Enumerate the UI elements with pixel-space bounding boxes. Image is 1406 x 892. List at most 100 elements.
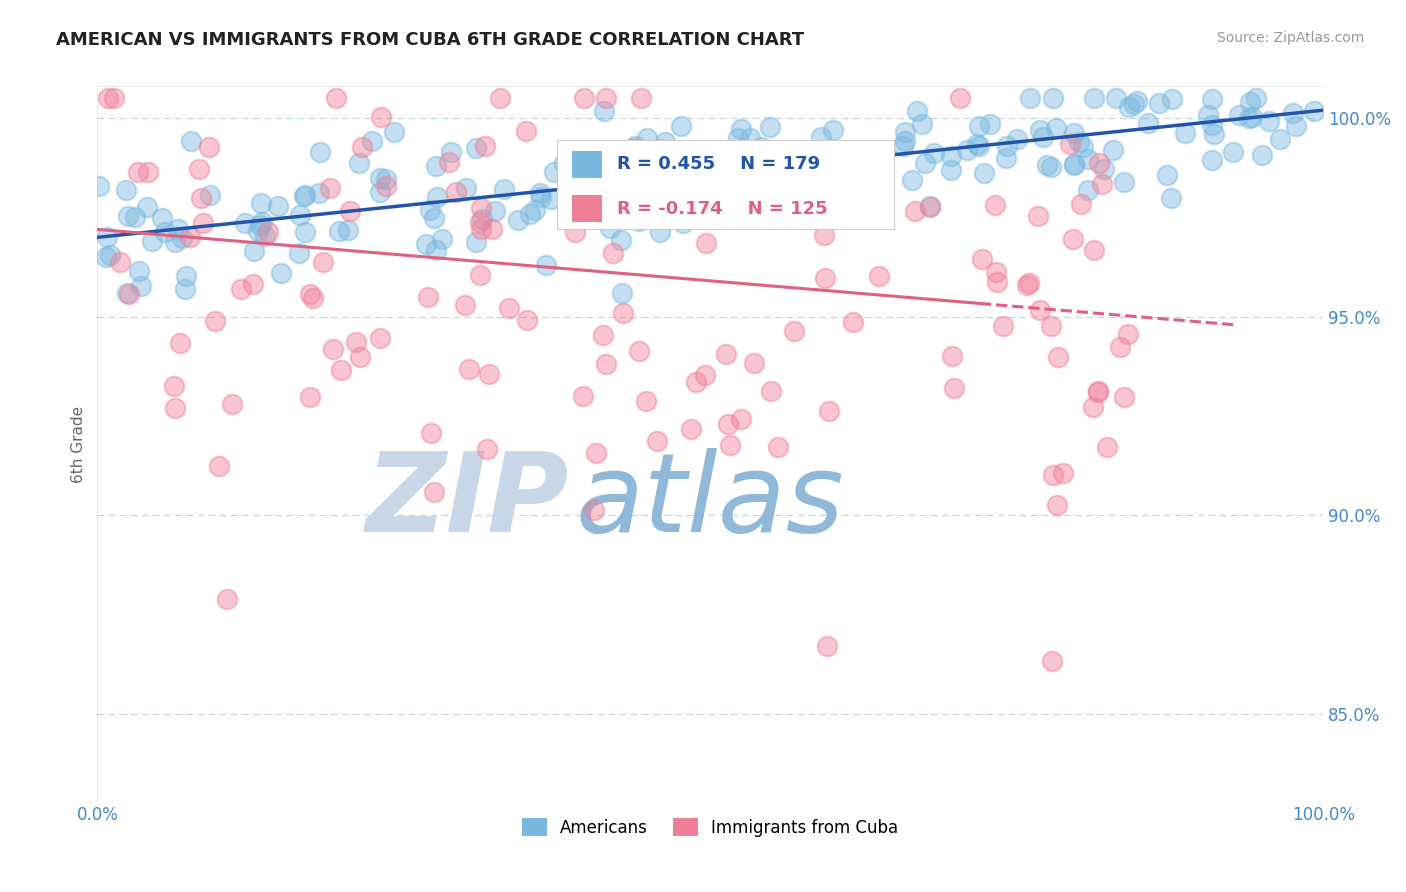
Y-axis label: 6th Grade: 6th Grade: [72, 405, 86, 483]
Point: [1303, 103, 1326, 118]
Point: [742, 356, 765, 370]
Point: [995, 138, 1018, 153]
Point: [1114, 175, 1136, 189]
Point: [339, 204, 361, 219]
Point: [623, 138, 645, 153]
Point: [979, 118, 1001, 132]
Point: [716, 347, 738, 361]
Point: [96, 229, 118, 244]
Point: [834, 165, 856, 179]
Point: [128, 264, 150, 278]
Point: [918, 199, 941, 213]
Point: [1108, 340, 1130, 354]
Point: [349, 350, 371, 364]
Point: [382, 125, 405, 139]
Point: [669, 119, 692, 133]
Point: [249, 195, 271, 210]
Point: [991, 319, 1014, 334]
Point: [96, 91, 118, 105]
Point: [361, 134, 384, 148]
Point: [471, 211, 494, 226]
Point: [1227, 108, 1250, 122]
Point: [432, 232, 454, 246]
Point: [1092, 162, 1115, 177]
Point: [1147, 95, 1170, 110]
Point: [681, 422, 703, 436]
Point: [155, 225, 177, 239]
Point: [599, 221, 621, 235]
Point: [863, 193, 886, 207]
Point: [243, 244, 266, 258]
Point: [595, 91, 617, 105]
Point: [1071, 140, 1094, 154]
Point: [815, 639, 838, 653]
Point: [257, 225, 280, 239]
Point: [941, 349, 963, 363]
Point: [1087, 156, 1109, 170]
Point: [302, 291, 325, 305]
Point: [891, 138, 914, 153]
Point: [727, 162, 749, 177]
Point: [943, 381, 966, 395]
Point: [1063, 158, 1085, 172]
Point: [1059, 136, 1081, 151]
Point: [610, 285, 633, 300]
Point: [1042, 467, 1064, 482]
Point: [350, 140, 373, 154]
Point: [1104, 91, 1126, 105]
Point: [645, 434, 668, 449]
Point: [87, 179, 110, 194]
Point: [375, 179, 398, 194]
Point: [813, 227, 835, 242]
Point: [419, 203, 441, 218]
Point: [949, 91, 972, 105]
Point: [574, 91, 596, 105]
Point: [636, 131, 658, 145]
Point: [516, 312, 538, 326]
Point: [1018, 277, 1040, 291]
Point: [747, 176, 769, 190]
Point: [894, 125, 917, 139]
Point: [695, 158, 717, 172]
Point: [179, 229, 201, 244]
Point: [868, 268, 890, 283]
Point: [651, 171, 673, 186]
Point: [368, 186, 391, 200]
Point: [730, 121, 752, 136]
Point: [229, 282, 252, 296]
Point: [1032, 129, 1054, 144]
Point: [368, 331, 391, 345]
Text: R = 0.455    N = 179: R = 0.455 N = 179: [617, 155, 820, 173]
Point: [215, 592, 238, 607]
Point: [595, 169, 617, 183]
Point: [519, 207, 541, 221]
Point: [1040, 654, 1063, 668]
Point: [1040, 160, 1063, 174]
Point: [1126, 95, 1149, 109]
Point: [1251, 148, 1274, 162]
Point: [814, 271, 837, 285]
Point: [1028, 122, 1050, 136]
Point: [630, 91, 652, 105]
Point: [730, 412, 752, 426]
Point: [299, 390, 322, 404]
Point: [368, 170, 391, 185]
Point: [1257, 114, 1279, 128]
Point: [813, 148, 835, 162]
Point: [294, 225, 316, 239]
Text: atlas: atlas: [575, 448, 844, 555]
Point: [1097, 440, 1119, 454]
Text: Source: ZipAtlas.com: Source: ZipAtlas.com: [1216, 31, 1364, 45]
Point: [1102, 143, 1125, 157]
Point: [970, 252, 993, 267]
Point: [454, 181, 477, 195]
Point: [478, 367, 501, 381]
Point: [821, 170, 844, 185]
Point: [319, 181, 342, 195]
Point: [117, 209, 139, 223]
Point: [1005, 132, 1028, 146]
Point: [984, 198, 1007, 212]
Point: [994, 151, 1017, 165]
Point: [648, 142, 671, 156]
Point: [654, 135, 676, 149]
